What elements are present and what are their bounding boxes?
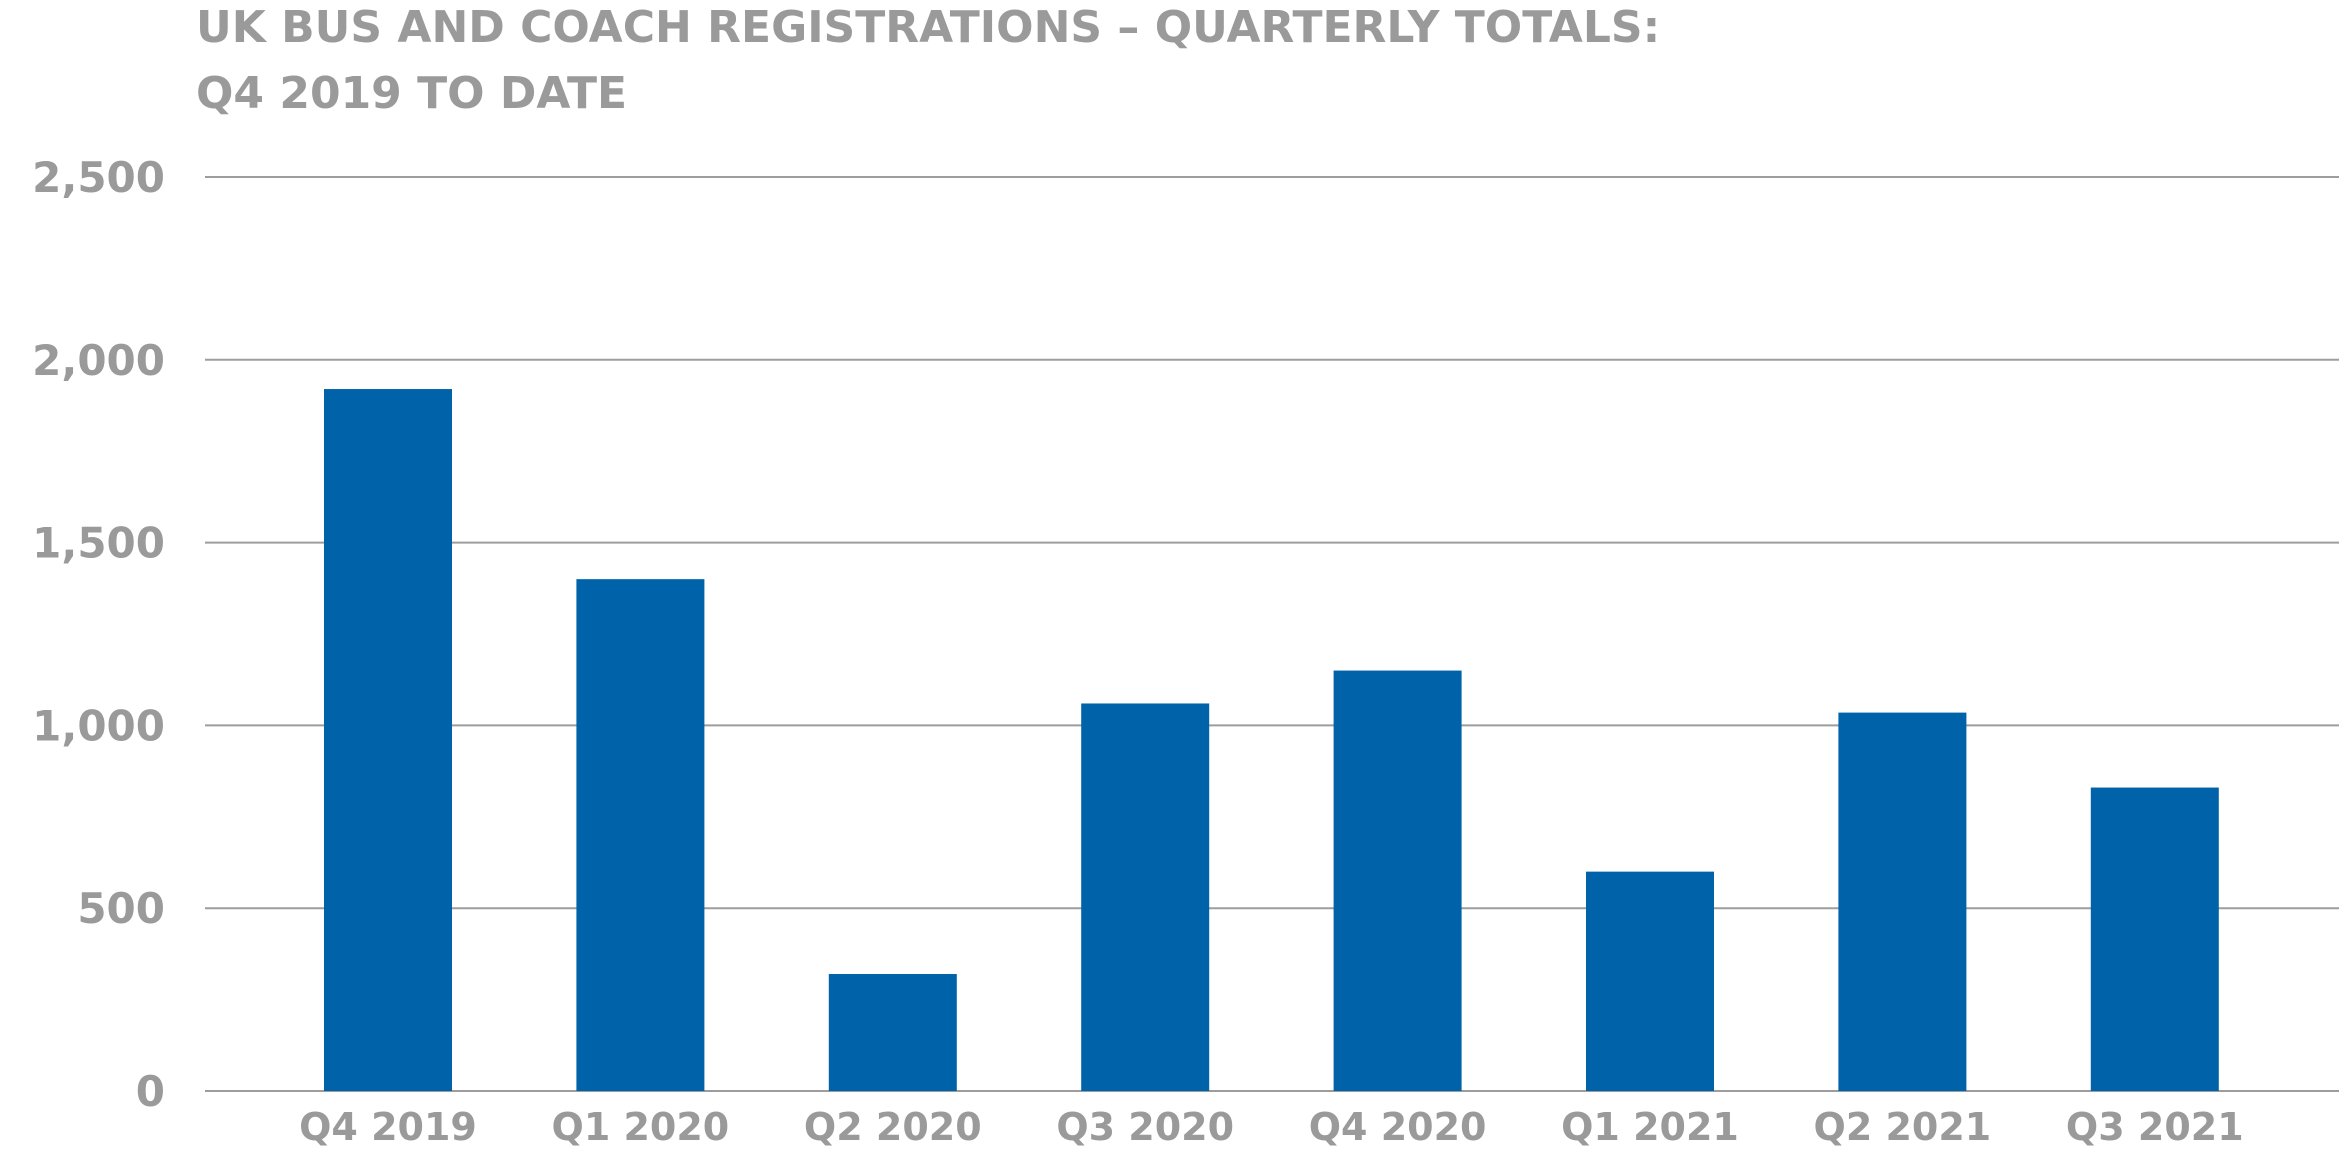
bar-q3-2021 bbox=[2090, 787, 2219, 1091]
x-tick-label: Q4 2019 bbox=[299, 1105, 477, 1149]
y-tick-label: 1,000 bbox=[32, 701, 165, 750]
y-axis-tick-labels: 0 500 1,000 1,500 2,000 2,500 bbox=[32, 153, 165, 1116]
bar-q4-2020 bbox=[1333, 670, 1462, 1091]
y-tick-label: 500 bbox=[77, 884, 165, 933]
x-tick-label: Q1 2021 bbox=[1561, 1105, 1739, 1149]
chart-subtitle: Q4 2019 TO DATE bbox=[196, 68, 627, 119]
x-tick-label: Q2 2020 bbox=[804, 1105, 982, 1149]
bar-q2-2020 bbox=[828, 974, 957, 1091]
x-tick-label: Q1 2020 bbox=[552, 1105, 730, 1149]
x-tick-label: Q3 2021 bbox=[2066, 1105, 2244, 1149]
bar-q1-2020 bbox=[576, 579, 705, 1091]
bar-q3-2020 bbox=[1081, 703, 1210, 1091]
y-tick-label: 2,000 bbox=[32, 336, 165, 385]
bar-q2-2021 bbox=[1838, 712, 1967, 1091]
y-tick-label: 2,500 bbox=[32, 153, 165, 202]
y-tick-label: 1,500 bbox=[32, 519, 165, 568]
x-tick-label: Q3 2020 bbox=[1056, 1105, 1234, 1149]
bars bbox=[324, 389, 2219, 1092]
x-axis-tick-labels: Q4 2019 Q1 2020 Q2 2020 Q3 2020 Q4 2020 Q1 20… bbox=[299, 1105, 2244, 1149]
x-tick-label: Q4 2020 bbox=[1309, 1105, 1487, 1149]
gridlines bbox=[205, 176, 2339, 1092]
bar-q4-2019 bbox=[324, 389, 452, 1092]
x-tick-label: Q2 2021 bbox=[1814, 1105, 1992, 1149]
bar-q1-2021 bbox=[1586, 871, 1714, 1091]
chart-title: UK BUS AND COACH REGISTRATIONS – QUARTER… bbox=[196, 2, 1660, 53]
y-tick-label: 0 bbox=[136, 1067, 165, 1116]
